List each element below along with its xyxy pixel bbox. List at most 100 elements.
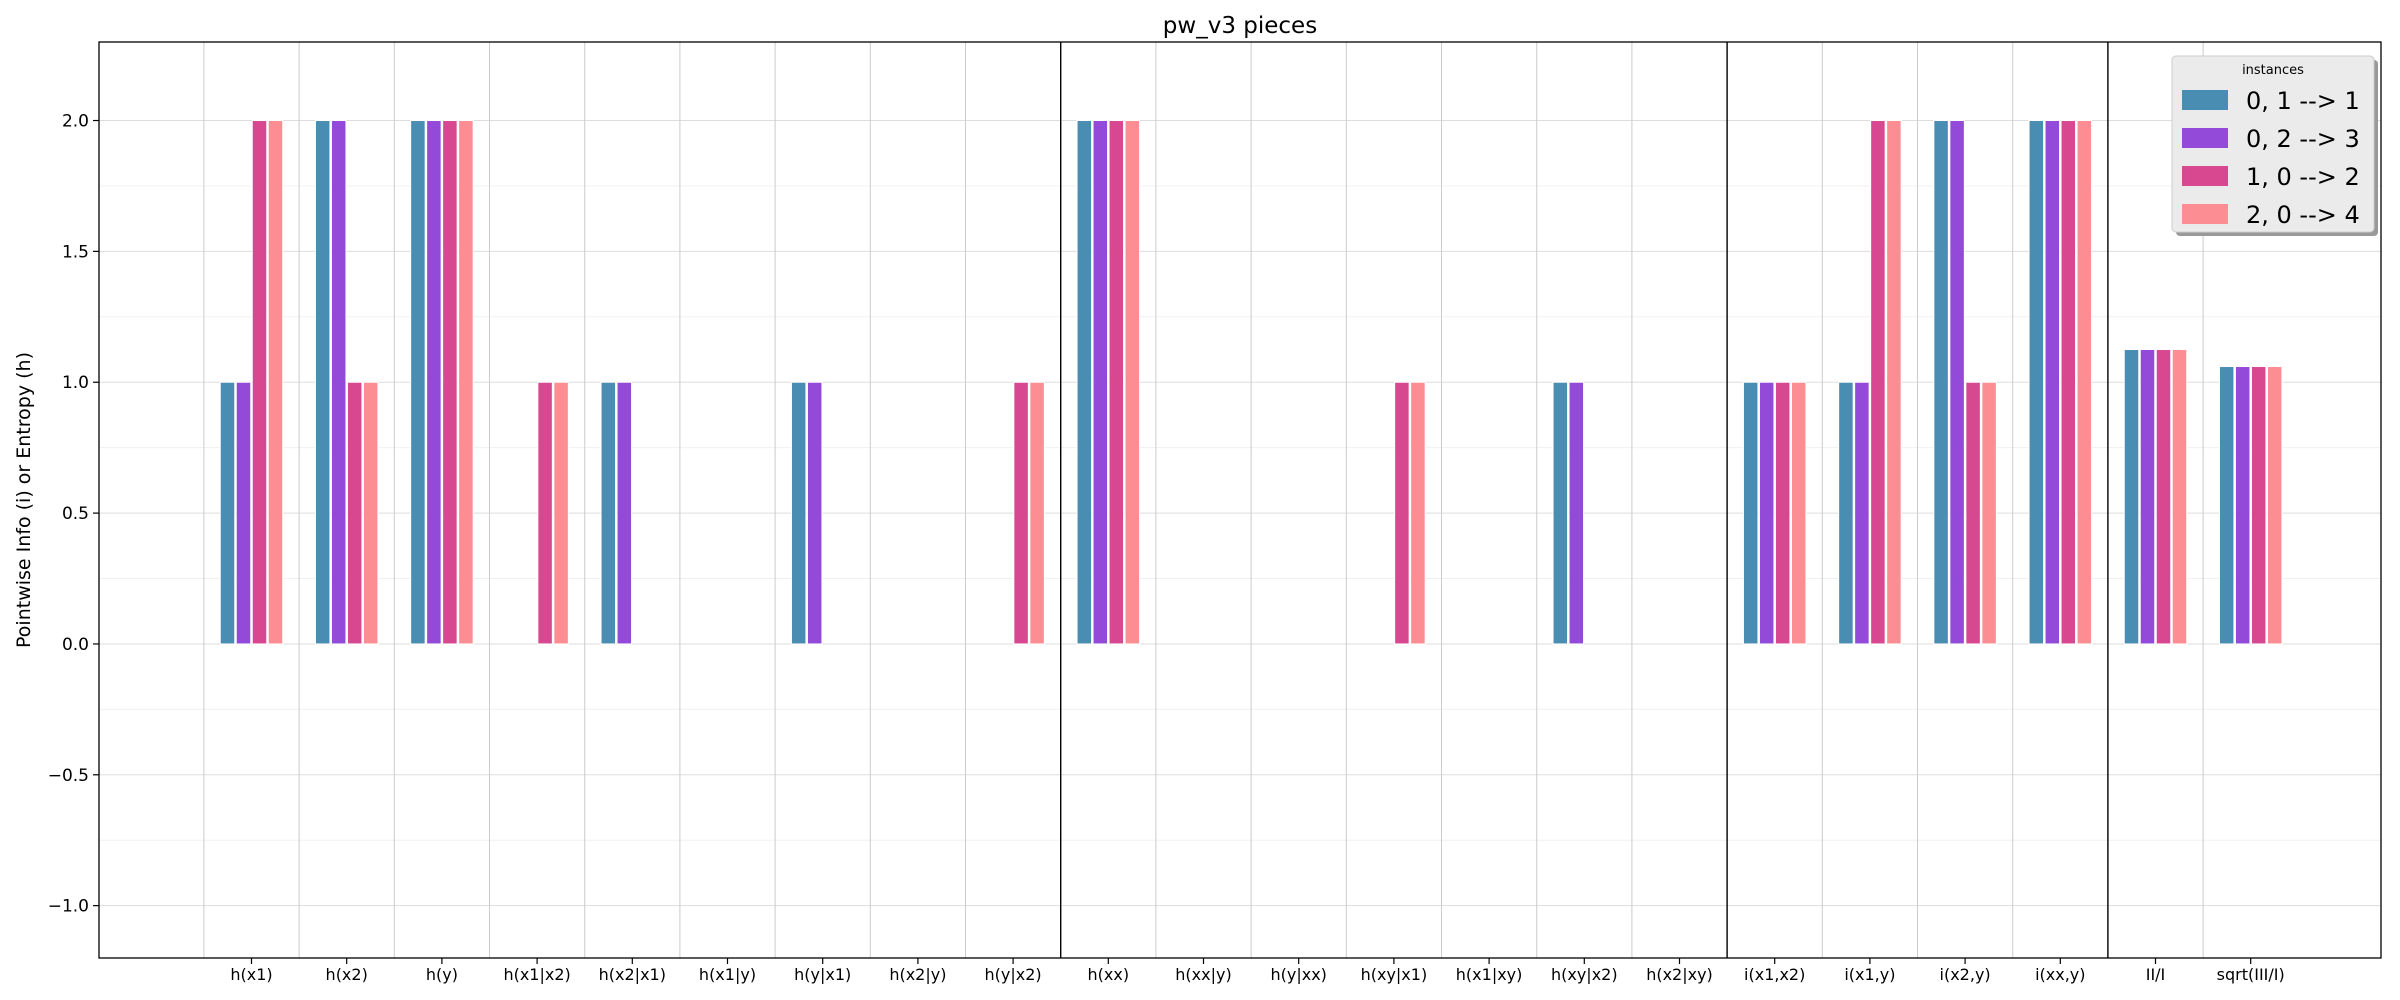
bar xyxy=(426,120,442,645)
plot-frame xyxy=(98,41,2382,959)
bar xyxy=(362,381,379,645)
legend-swatch xyxy=(2182,204,2228,224)
bar xyxy=(1870,120,1886,645)
x-tick-label: h(x1|y) xyxy=(699,965,756,984)
bar xyxy=(346,381,363,645)
y-tick-label: 0.0 xyxy=(62,635,89,655)
bar xyxy=(806,381,823,645)
bar xyxy=(2139,349,2156,645)
bar xyxy=(458,120,474,645)
x-tick-label: h(xy|x1) xyxy=(1361,965,1428,984)
bar xyxy=(790,381,807,645)
bar xyxy=(1568,381,1585,645)
x-axis: h(x1) h(x2) h(y) h(x1|x2) h(x2|x1) h(x1|y) h(y… xyxy=(230,958,2285,984)
bar xyxy=(1124,120,1141,645)
bar xyxy=(1854,381,1870,645)
bar xyxy=(2060,120,2077,645)
bar xyxy=(410,120,426,645)
y-tick-label: 2.0 xyxy=(62,112,89,132)
bar xyxy=(1774,381,1791,645)
x-tick-label: h(xx) xyxy=(1088,965,1130,984)
bar xyxy=(1981,381,1997,645)
bar xyxy=(553,381,569,645)
bar xyxy=(2076,120,2093,645)
y-tick-label: 1.5 xyxy=(62,242,89,262)
x-tick-label: i(x2,y) xyxy=(1940,965,1991,984)
bar xyxy=(1790,381,1807,645)
legend-items: 0, 1 --> 1 0, 2 --> 3 1, 0 --> 2 2, 0 --> 4 xyxy=(2182,87,2360,229)
bar xyxy=(330,120,347,645)
bar xyxy=(1092,120,1109,645)
bar xyxy=(2250,366,2267,645)
bar xyxy=(442,120,458,645)
x-tick-label: h(x1|x2) xyxy=(503,965,570,984)
x-tick-label: i(x1,x2) xyxy=(1744,965,1805,984)
bar xyxy=(2155,349,2172,645)
bar xyxy=(1742,381,1759,645)
bar xyxy=(2044,120,2061,645)
x-tick-label: h(x2|x1) xyxy=(599,965,666,984)
bar xyxy=(219,381,236,645)
chart-title: pw_v3 pieces xyxy=(1163,13,1317,39)
y-axis: −1.0 −0.5 0.0 0.5 1.0 1.5 2.0 xyxy=(48,112,99,917)
bar xyxy=(1394,381,1410,645)
bar xyxy=(251,120,268,645)
bar xyxy=(235,381,252,645)
y-tick-label: −1.0 xyxy=(48,897,89,917)
bar xyxy=(1410,381,1426,645)
bar xyxy=(1965,381,1981,645)
x-tick-label: h(x2) xyxy=(326,965,368,984)
x-tick-label: h(x2|xy) xyxy=(1646,965,1713,984)
x-tick-label: h(x2|y) xyxy=(889,965,946,984)
x-tick-label: i(x1,y) xyxy=(1844,965,1895,984)
legend-label: 2, 0 --> 4 xyxy=(2246,201,2360,229)
legend-label: 0, 1 --> 1 xyxy=(2246,87,2360,115)
x-tick-label: h(y|x1) xyxy=(794,965,851,984)
bar xyxy=(1552,381,1569,645)
bar xyxy=(2171,349,2188,645)
bar xyxy=(2028,120,2045,645)
bar xyxy=(267,120,284,645)
y-tick-label: 0.5 xyxy=(62,504,89,524)
x-tick-label: sqrt(III/I) xyxy=(2217,965,2285,984)
x-tick-label: h(x1) xyxy=(230,965,272,984)
x-tick-label: h(xy|x2) xyxy=(1551,965,1618,984)
bar xyxy=(2123,349,2140,645)
y-tick-label: −0.5 xyxy=(48,766,89,786)
x-tick-label: i(xx,y) xyxy=(2035,965,2085,984)
legend-swatch xyxy=(2182,166,2228,186)
bar xyxy=(2266,366,2283,645)
x-tick-label: h(x1|xy) xyxy=(1456,965,1523,984)
x-tick-label: II/I xyxy=(2146,965,2166,984)
bar xyxy=(616,381,633,645)
bar xyxy=(600,381,617,645)
group-separators xyxy=(1059,42,2109,958)
x-tick-label: h(y) xyxy=(426,965,458,984)
bar xyxy=(1933,120,1949,645)
bar xyxy=(2234,366,2251,645)
x-tick-label: h(y|xx) xyxy=(1270,965,1326,984)
bar xyxy=(1886,120,1902,645)
legend: instances 0, 1 --> 1 0, 2 --> 3 1, 0 --> 2… xyxy=(2171,55,2378,236)
y-tick-label: 1.0 xyxy=(62,373,89,393)
bar xyxy=(2218,366,2235,645)
legend-label: 1, 0 --> 2 xyxy=(2246,163,2360,191)
legend-swatch xyxy=(2182,90,2228,110)
bar xyxy=(1108,120,1125,645)
bar xyxy=(1029,381,1045,645)
x-tick-label: h(xx|y) xyxy=(1175,965,1231,984)
x-tick-label: h(y|x2) xyxy=(985,965,1042,984)
bars xyxy=(219,120,2283,645)
bar xyxy=(537,381,553,645)
bar xyxy=(1758,381,1775,645)
bar xyxy=(1013,381,1029,645)
bar xyxy=(1838,381,1854,645)
bar xyxy=(314,120,331,645)
y-axis-title: Pointwise Info (i) or Entropy (h) xyxy=(13,352,35,648)
bar xyxy=(1076,120,1093,645)
legend-swatch xyxy=(2182,128,2228,148)
legend-title: instances xyxy=(2242,63,2304,78)
bar xyxy=(1949,120,1965,645)
legend-label: 0, 2 --> 3 xyxy=(2246,125,2360,153)
